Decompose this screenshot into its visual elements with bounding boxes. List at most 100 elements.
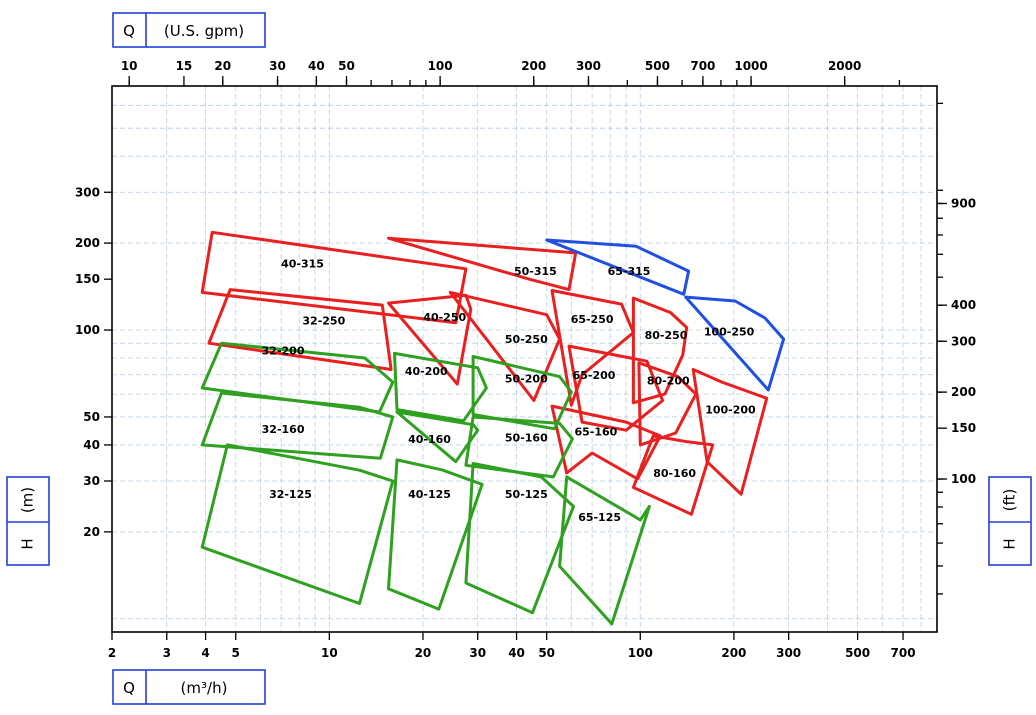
region-65-125 [558,475,651,626]
region-label-40-125: 40-125 [408,488,451,501]
region-65-200 [567,344,665,432]
top-axis-tick-label: 500 [645,59,670,73]
region-32-160 [200,391,395,460]
bottom-axis-unit: (m³/h) [181,679,228,697]
top-axis-tick-label: 15 [176,59,193,73]
region-label-50-250: 50-250 [505,333,548,346]
region-label-65-125: 65-125 [578,511,621,524]
region-labels: 40-315 50-315 32-250 40-250 50-250 65-250 80-2… [262,257,756,524]
region-40-250 [387,293,473,386]
left-axis-tick-label: 40 [83,438,100,452]
left-axis-unit: (m) [19,487,37,513]
right-axis-symbol: H [1001,538,1019,549]
region-label-50-200: 50-200 [505,372,548,385]
top-axis-tick-label: 10 [121,59,138,73]
region-label-32-250: 32-250 [302,314,345,327]
region-65-315 [545,238,691,296]
right-axis-tick-label: 400 [951,298,976,312]
performance-regions [200,230,786,626]
top-axis-symbol: Q [123,22,135,40]
bottom-axis-tick-label: 100 [628,646,653,660]
region-40-315 [200,230,468,325]
right-axis-tick-label: 150 [951,421,976,435]
bottom-axis-tick-label: 200 [721,646,746,660]
bottom-axis-tick-label: 10 [321,646,338,660]
bottom-axis-tick-label: 4 [201,646,209,660]
right-axis-tick-label: 100 [951,472,976,486]
region-50-200 [471,355,573,431]
region-32-200 [200,341,395,414]
region-80-250 [631,296,689,405]
region-label-40-250: 40-250 [423,311,466,324]
bottom-axis-tick-label: 50 [538,646,555,660]
region-label-32-200: 32-200 [262,344,305,357]
region-label-65-160: 65-160 [575,426,618,439]
region-50-160 [464,415,574,479]
right-axis-tick-label: 900 [951,196,976,210]
region-label-32-160: 32-160 [262,423,305,436]
grid [112,86,937,632]
top-axis-tick-label: 2000 [828,59,861,73]
region-label-40-200: 40-200 [405,365,448,378]
region-label-65-315: 65-315 [608,265,651,278]
region-40-200 [393,351,488,423]
top-axis-tick-label: 40 [308,59,325,73]
left-axis-tick-label: 100 [75,323,100,337]
left-axis-tick-label: 200 [75,236,100,250]
region-80-160 [631,434,715,516]
top-axis-tick-label: 1000 [734,59,767,73]
top-axis-tick-label: 30 [269,59,286,73]
top-axis-title: Q (U.S. gpm) [112,12,266,48]
plot-frame [111,85,938,633]
region-label-32-125: 32-125 [269,488,312,501]
top-axis-tick-label: 100 [428,59,453,73]
bottom-axis-title-box [112,669,266,705]
top-axis-tick-label: 700 [690,59,715,73]
bottom-axis-tick-label: 700 [891,646,916,660]
bottom-axis-tick-label: 300 [776,646,801,660]
right-axis-tick-label: 300 [951,334,976,348]
region-80-200 [637,361,698,447]
top-axis-tick-label: 300 [576,59,601,73]
top-axis-tick-label: 200 [521,59,546,73]
region-label-40-160: 40-160 [408,433,451,446]
region-label-65-200: 65-200 [573,369,616,382]
right-axis-unit: (ft) [1001,489,1019,512]
region-label-80-250: 80-250 [645,329,688,342]
region-40-160 [395,410,480,464]
right-axis-title: H (ft) [988,476,1032,566]
region-label-100-200: 100-200 [705,404,756,417]
region-label-80-200: 80-200 [647,374,690,387]
region-label-40-315: 40-315 [281,257,324,270]
bottom-axis-tick-label: 2 [108,646,116,660]
region-100-200 [691,368,769,496]
axes: 2 3 4 5 10 20 30 40 50 100 200 300 500 700 10 15 20 30 40 5… [75,59,976,660]
region-label-100-250: 100-250 [704,325,755,338]
region-32-125 [200,443,395,605]
left-axis-tick-label: 50 [83,410,100,424]
region-label-50-125: 50-125 [505,488,548,501]
left-axis-tick-label: 300 [75,185,100,199]
left-axis-tick-label: 150 [75,272,100,286]
region-100-250 [684,295,786,392]
region-50-125 [464,462,575,615]
bottom-axis-symbol: Q [123,679,135,697]
top-axis-unit: (U.S. gpm) [164,22,244,40]
left-axis-tick-label: 30 [83,474,100,488]
bottom-axis-tick-label: 40 [508,646,525,660]
bottom-axis-tick-label: 20 [415,646,432,660]
region-label-80-160: 80-160 [653,467,696,480]
left-axis-title-box [6,476,50,566]
bottom-axis-tick-label: 30 [469,646,486,660]
top-axis-tick-label: 20 [214,59,231,73]
bottom-axis-tick-label: 500 [845,646,870,660]
bottom-axis-tick-label: 5 [232,646,240,660]
region-label-65-250: 65-250 [571,313,614,326]
left-axis-tick-label: 20 [83,525,100,539]
region-32-250 [207,288,393,371]
region-label-50-160: 50-160 [505,431,548,444]
bottom-axis-tick-label: 3 [163,646,171,660]
bottom-axis-title: Q (m³/h) [112,669,266,705]
right-axis-title-box [988,476,1032,566]
